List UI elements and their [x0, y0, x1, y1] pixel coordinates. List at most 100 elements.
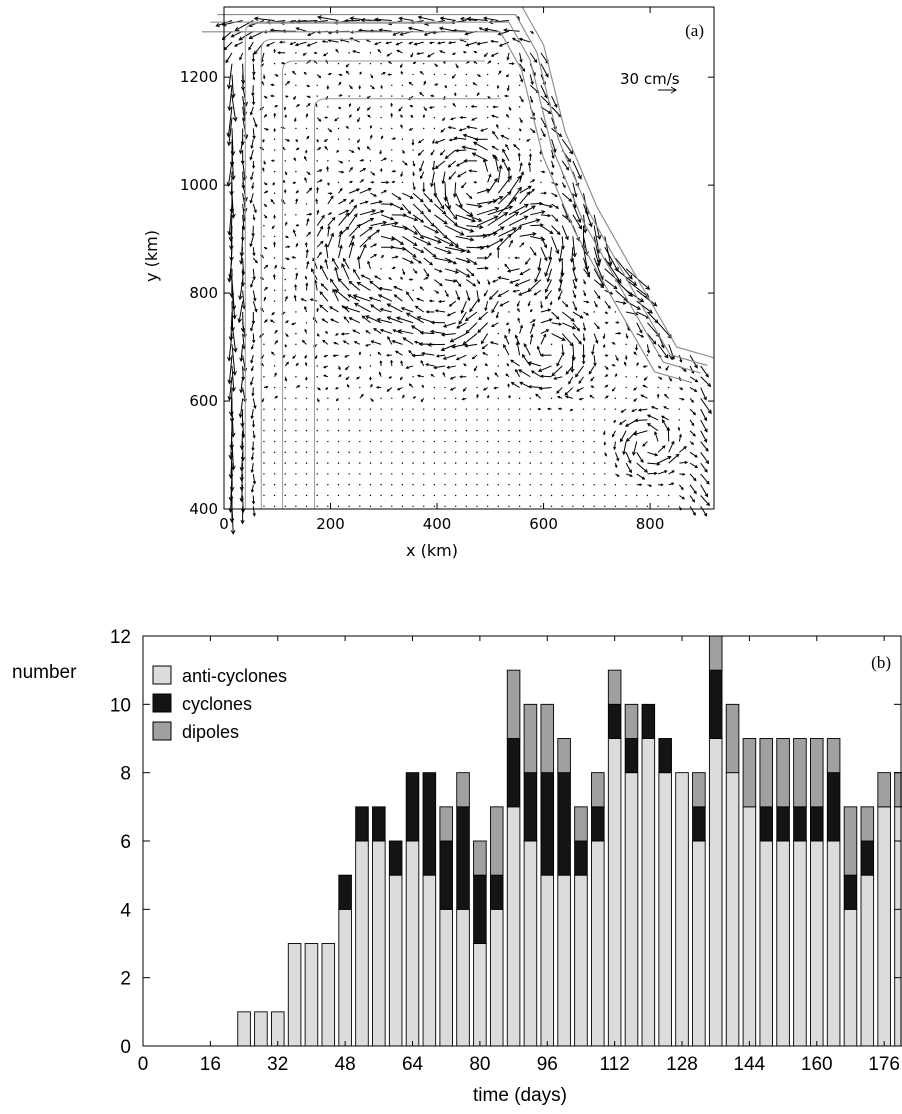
velocity-dot	[604, 419, 606, 421]
velocity-dot	[625, 343, 627, 346]
velocity-dot	[412, 451, 414, 454]
velocity-arrow-head	[327, 225, 331, 230]
velocity-arrow-head	[577, 218, 582, 224]
velocity-dot	[593, 430, 595, 432]
velocity-arrow	[668, 441, 675, 453]
velocity-arrow-head	[573, 193, 578, 198]
velocity-arrow	[636, 322, 643, 333]
velocity-arrow-head	[632, 451, 636, 456]
velocity-arrow-head	[296, 224, 300, 227]
velocity-arrow-head	[683, 368, 687, 372]
velocity-dot	[295, 84, 297, 86]
velocity-dot	[657, 494, 659, 497]
velocity-arrow	[348, 242, 354, 259]
velocity-arrow	[379, 287, 392, 291]
velocity-arrow	[230, 214, 233, 241]
velocity-arrow	[435, 138, 446, 144]
velocity-arrow-head	[430, 222, 435, 227]
velocity-arrow-head	[410, 114, 413, 118]
velocity-arrow-head	[321, 40, 325, 43]
velocity-arrow-head	[304, 177, 307, 181]
velocity-arrow-head	[295, 198, 299, 202]
x-tick-label-a-800: 800	[636, 515, 665, 533]
velocity-arrow-head	[586, 271, 591, 277]
velocity-arrow	[476, 215, 498, 227]
velocity-arrow-head	[292, 70, 295, 74]
velocity-dot	[337, 473, 340, 475]
velocity-arrow-head	[409, 195, 414, 199]
velocity-arrow	[620, 430, 627, 442]
velocity-dot	[508, 408, 510, 410]
velocity-arrow-head	[616, 321, 620, 324]
velocity-arrow	[540, 95, 551, 106]
velocity-arrow	[440, 149, 446, 156]
velocity-arrow-head	[353, 213, 358, 218]
velocity-arrow	[295, 273, 298, 280]
velocity-arrow-head	[508, 394, 511, 398]
velocity-arrow-head	[343, 316, 347, 320]
velocity-arrow	[604, 300, 611, 309]
velocity-dot	[327, 473, 329, 475]
velocity-arrow-head	[251, 92, 255, 97]
velocity-arrow	[583, 257, 590, 276]
velocity-arrow	[252, 473, 256, 484]
velocity-arrow	[455, 149, 467, 152]
velocity-dot	[337, 505, 340, 508]
velocity-arrow	[508, 226, 522, 237]
velocity-arrow-head	[425, 277, 429, 280]
velocity-arrow-head	[429, 329, 435, 334]
velocity-arrow-head	[520, 79, 524, 83]
velocity-arrow-head	[251, 501, 256, 505]
velocity-arrow-head	[374, 275, 378, 279]
velocity-arrow-head	[517, 307, 520, 311]
velocity-dot	[348, 462, 350, 464]
velocity-dot	[540, 181, 542, 184]
velocity-dot	[497, 365, 499, 367]
velocity-arrow-head	[402, 394, 405, 398]
velocity-arrow	[249, 30, 265, 39]
velocity-arrow-head	[522, 68, 526, 72]
velocity-arrow	[558, 290, 563, 300]
velocity-dot	[550, 505, 553, 508]
velocity-arrow	[615, 279, 633, 297]
velocity-y-axis-label: y (km)	[142, 230, 161, 282]
velocity-arrow-head	[430, 320, 435, 325]
velocity-arrow	[531, 370, 542, 378]
velocity-dot	[657, 386, 659, 389]
velocity-arrow-head	[489, 341, 494, 345]
velocity-dot	[561, 484, 563, 486]
velocity-arrow-head	[578, 380, 582, 384]
velocity-arrow-head	[272, 182, 276, 186]
velocity-arrow-head	[420, 359, 424, 364]
velocity-arrow-head	[249, 243, 253, 248]
velocity-arrow-head	[294, 119, 297, 123]
velocity-arrow-head	[239, 467, 245, 472]
velocity-arrow	[647, 423, 659, 432]
velocity-arrow-head	[625, 335, 629, 339]
velocity-arrow	[434, 268, 442, 273]
velocity-dot	[305, 462, 308, 464]
velocity-arrow	[394, 294, 403, 302]
velocity-dot	[273, 419, 276, 421]
velocity-arrow	[332, 258, 339, 270]
velocity-arrow-head	[416, 297, 420, 301]
velocity-arrow-head	[368, 296, 373, 301]
bar-anti-cyclones-156	[793, 840, 807, 1047]
velocity-dot	[454, 419, 457, 421]
velocity-arrow-head	[228, 474, 234, 480]
velocity-dot	[401, 484, 404, 486]
velocity-arrow	[507, 268, 520, 272]
velocity-arrow-head	[523, 215, 529, 220]
velocity-arrow-head	[346, 384, 350, 387]
velocity-dot	[327, 462, 329, 464]
velocity-arrow-head	[453, 136, 458, 141]
scale-arrow-label: 30 cm/s	[620, 70, 680, 88]
velocity-arrow-head	[442, 210, 447, 215]
velocity-arrow	[530, 211, 545, 216]
velocity-arrow-head	[307, 84, 311, 88]
velocity-arrow-head	[526, 191, 531, 196]
velocity-arrow	[522, 354, 531, 367]
velocity-arrow-head	[523, 343, 528, 347]
x-tick-label-b-48: 48	[335, 1054, 356, 1075]
velocity-arrow	[638, 408, 648, 411]
